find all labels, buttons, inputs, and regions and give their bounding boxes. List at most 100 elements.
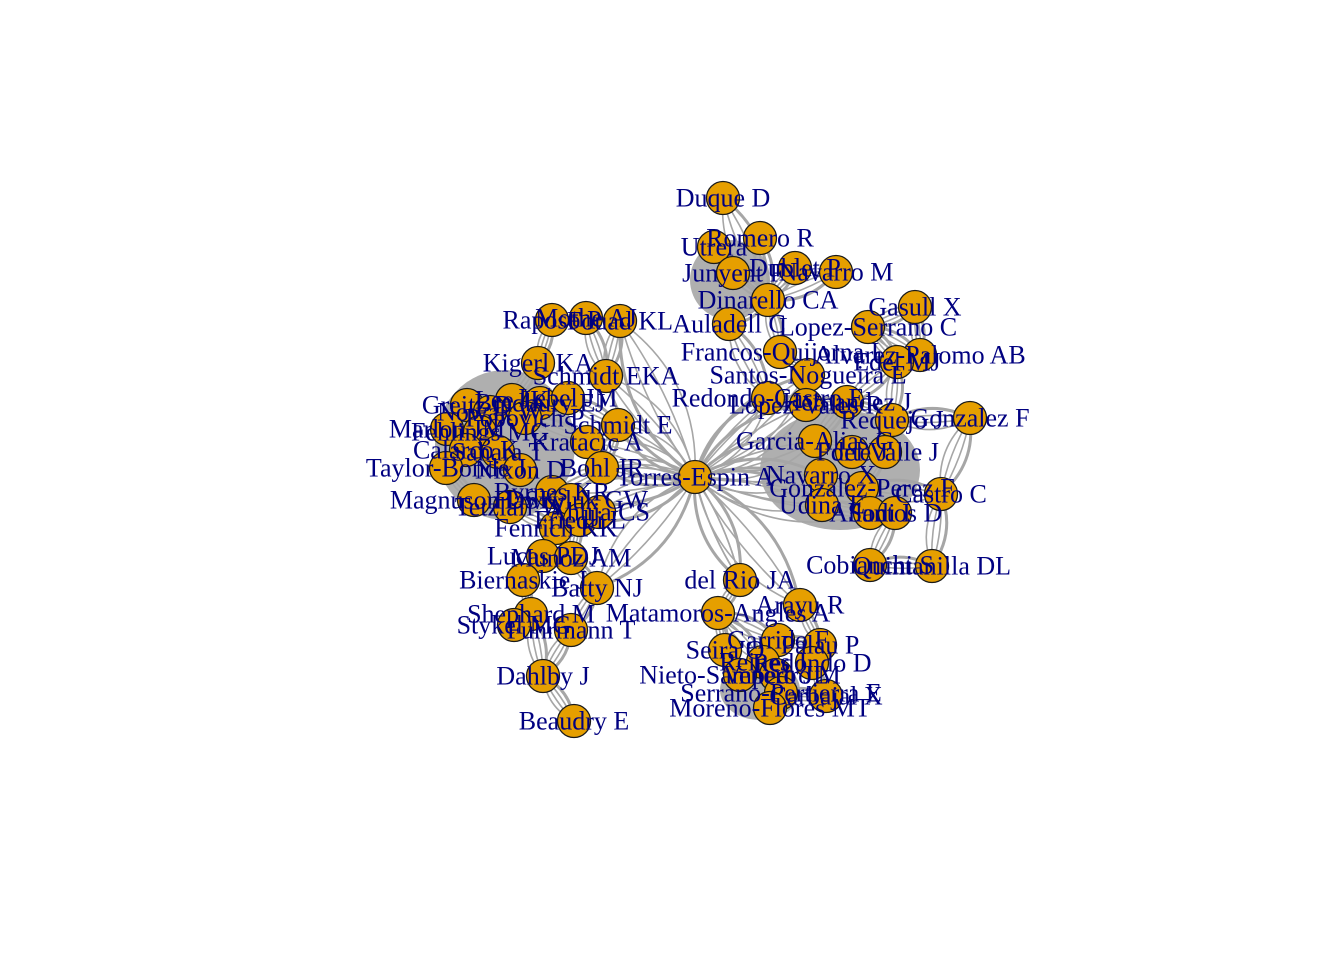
node-label: Arayu R [756,591,845,620]
node-label: Seira O [686,636,765,665]
node-label: Calarco K [413,436,519,465]
graph-node [797,423,833,459]
graph-node [696,229,732,265]
graph-node [750,282,786,318]
graph-node [722,562,758,598]
node-label: Matamoros-Angles A [606,599,831,628]
graph-node [579,570,615,606]
edge [694,476,801,606]
graph-node [507,400,543,436]
graph-node [520,345,556,381]
node-label: Fuhrmann T [507,616,636,645]
graph-node [553,612,589,648]
graph-node [777,250,813,286]
edge [596,476,696,589]
node-label: Venero JL [723,661,829,690]
node-label: del Valle J [831,438,939,467]
node-label: Carbajal X [769,682,883,711]
graph-node [914,548,950,584]
node-label: Nixon D [475,456,565,485]
graph-node [722,657,758,693]
node-label: Navarro X [766,461,877,490]
node-label: Mothe AJ [535,304,637,333]
node-label: Auladell C [672,310,785,339]
graph-node [505,562,541,598]
node-label: Palau P [781,631,860,660]
graph-node [877,495,913,531]
edge [694,476,871,514]
graph-node [923,476,959,512]
graph-node [879,344,915,380]
node-label: Bradbury EJ [475,389,606,418]
graph-node [897,289,933,325]
node-label: Cobianchi S [806,551,934,580]
graph-node [867,434,903,470]
edge [693,373,809,478]
node-label: Hernandez J [782,388,911,417]
graph-node [788,387,824,423]
node-label: Sahara T [452,438,545,467]
node-label: Stykel MG [457,611,572,640]
node-label: Junyent F [682,259,784,288]
node-label: Greitz D [422,391,512,420]
graph-node [553,540,589,576]
node-label: Forte J [816,438,888,467]
edge [694,476,801,606]
graph-node [850,309,886,345]
graph-node [677,459,713,495]
graph-node [534,302,570,338]
edge [604,375,696,479]
graph-node [715,255,751,291]
graph-node [602,303,638,339]
node-label: Moreno-Flores MT [669,694,871,723]
node-label: Marlon JM [389,415,505,444]
node-label: Requejo J [840,406,943,435]
node-label: Magnuson DSK [390,486,559,515]
node-label: Fehlings MG [411,418,549,447]
node-label: Raposo P [503,306,602,335]
node-label: Hawryluk GW [494,486,648,515]
node-label: Francos-Quijorna I [681,338,880,367]
node-label: Beaudry E [519,707,629,736]
graph-node [711,306,747,342]
graph-node [584,450,620,486]
graph-node [762,334,798,370]
node-label: Lopez-Serrano C [779,313,957,342]
node-label: Garrido F [727,626,829,655]
node-label: Serrano-Pertierra E [680,679,881,708]
node-label: Nowak W [437,398,543,427]
edge [694,476,871,523]
graph-node [794,645,830,681]
node-label: Byrnes KR [494,478,611,507]
node-label: Quintanilla DL [853,552,1011,581]
node-label: Schmidt EKA [533,362,680,391]
node-label: Garcia-Alias G [736,427,894,456]
graph-node [752,690,788,726]
edge [619,320,696,478]
node-label: Friedli L [534,506,626,535]
graph-node [818,254,854,290]
node-label: Gonzalez F [910,404,1029,433]
node-label: Biernaskie J [459,566,587,595]
node-label: Dahlby J [496,662,589,691]
node-label: Gonzalez-Perez F [769,474,955,503]
node-label: Taylor-Bonde J [366,454,526,483]
graph-node [581,494,617,530]
edge [596,476,696,589]
graph-node [700,595,736,631]
graph-node [456,482,492,518]
node-label: Santos D [848,499,943,528]
node-label: Allodi I [829,499,911,528]
node-label: Lebel JM [519,384,618,413]
edge [694,476,801,606]
node-label: Utrera [681,233,748,262]
node-label: Nieto-Sampedro M [639,661,840,690]
node-label: Dinarello CA [698,286,839,315]
node-label: Tetzlaff W [455,493,566,522]
graph-node [750,380,786,416]
graph-node [502,452,538,488]
node-layer [428,180,988,739]
node-label: Edel MJ [853,348,940,377]
graph-node [952,400,988,436]
node-label: Bohl JR [560,454,645,483]
